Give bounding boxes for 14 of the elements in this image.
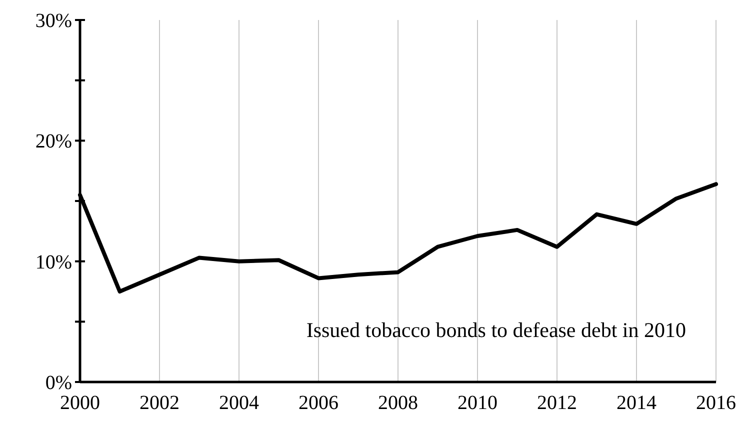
y-tick-label: 0% [45,372,72,394]
x-tick-label: 2014 [616,392,656,414]
x-tick-label: 2008 [378,392,418,414]
x-tick-label: 2010 [458,392,498,414]
y-tick-label: 10% [35,251,72,274]
x-tick-label: 2006 [298,392,338,414]
y-tick-label: 30% [35,10,72,32]
y-tick-label: 20% [35,130,72,153]
x-tick-label: 2000 [60,392,100,414]
x-tick-label: 2004 [219,392,259,414]
x-tick-label: 2016 [696,392,736,414]
x-tick-label: 2012 [537,392,577,414]
x-tick-label: 2002 [140,392,180,414]
annotation: Issued tobacco bonds to defease debt in 2010 [306,318,686,342]
